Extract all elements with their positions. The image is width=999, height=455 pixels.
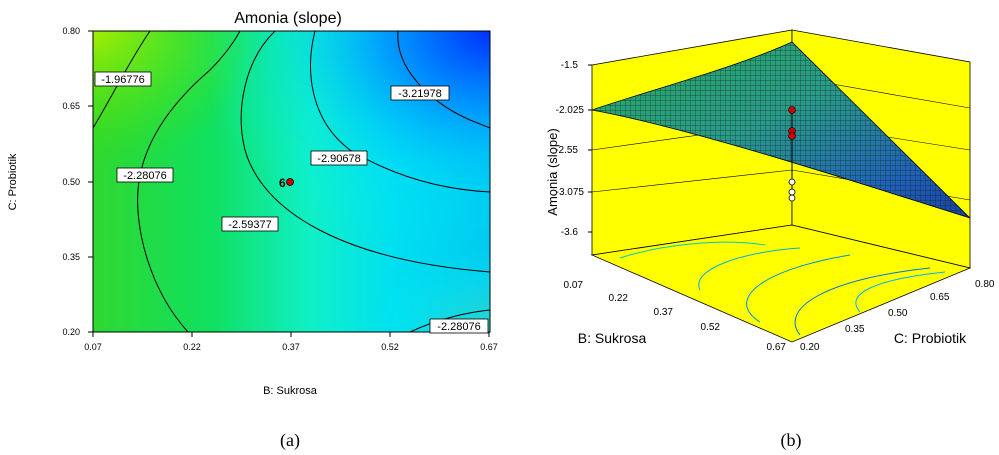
contour-label: -2.28076 — [437, 321, 480, 333]
contour-line-5 — [240, 30, 491, 273]
surface-y-tick-label: 0.35 — [845, 324, 865, 335]
surface-y-tick-label: 0.50 — [888, 308, 908, 319]
y-tick-label: 0.20 — [62, 327, 80, 337]
contour-title: Amonia (slope) — [234, 10, 342, 27]
x-tick-label: 0.22 — [183, 342, 201, 352]
surface-x-tick-label: 0.07 — [564, 280, 584, 291]
panel-caption-a: (a) — [280, 430, 300, 451]
surface-x-axis-label: B: Sukrosa — [578, 330, 647, 346]
y-tick-label: 0.50 — [62, 177, 80, 187]
y-tick-label: 0.65 — [62, 101, 80, 111]
contour-panel: Amonia (slope) -1.96776 -2.28076 -2.2807 — [7, 10, 498, 397]
z-tick-label: -2.025 — [556, 105, 585, 116]
contour-line-3 — [397, 30, 491, 129]
design-point-label: 6 — [279, 176, 286, 190]
surface-design-points — [788, 106, 796, 202]
contour-label: -2.59377 — [228, 219, 271, 231]
surface-floor — [590, 224, 972, 343]
contour-line-4 — [310, 30, 491, 193]
contour-label: -1.96776 — [101, 74, 144, 86]
surface-panel: -1.5 -2.025 -2.55 -3.075 -3.6 Amonia (sl… — [545, 29, 995, 353]
surface-y-tick-label: 0.80 — [975, 279, 995, 290]
y-tick-label: 0.35 — [62, 252, 80, 262]
surface-x-tick-label: 0.67 — [767, 342, 787, 353]
contour-line-2 — [137, 30, 241, 333]
x-tick-label: 0.07 — [84, 342, 102, 352]
z-tick-label: -1.5 — [561, 60, 579, 71]
surface-y-tick-label: 0.65 — [930, 292, 950, 303]
surface-y-tick-label: 0.20 — [800, 342, 820, 353]
x-tick-label: 0.67 — [480, 342, 498, 352]
z-tick-label: -3.6 — [561, 227, 579, 238]
contour-plot-area: -1.96776 -2.28076 -2.28076 -2.59377 -2.9… — [92, 30, 491, 334]
surface-x-tick-label: 0.22 — [609, 293, 629, 304]
contour-line-6 — [409, 309, 491, 333]
z-tick-label: -2.55 — [555, 145, 578, 156]
contour-x-axis-label: B: Sukrosa — [263, 385, 318, 397]
surface-x-tick-label: 0.37 — [654, 307, 674, 318]
y-tick-label: 0.80 — [62, 26, 80, 36]
surface-x-tick-label: 0.52 — [701, 322, 721, 333]
contour-label: -2.90678 — [317, 153, 360, 165]
x-tick-label: 0.52 — [381, 342, 399, 352]
surface-z-axis-label: Amonia (slope) — [545, 128, 560, 215]
x-tick-label: 0.37 — [282, 342, 300, 352]
contour-y-axis-label: C: Probiotik — [7, 153, 19, 210]
z-tick-label: -3.075 — [556, 187, 585, 198]
surface-y-axis-label: C: Probiotik — [894, 330, 967, 346]
panel-caption-b: (b) — [781, 430, 802, 451]
contour-label: -3.21978 — [398, 88, 441, 100]
design-point-marker — [286, 178, 294, 186]
contour-label: -2.28076 — [123, 170, 166, 182]
